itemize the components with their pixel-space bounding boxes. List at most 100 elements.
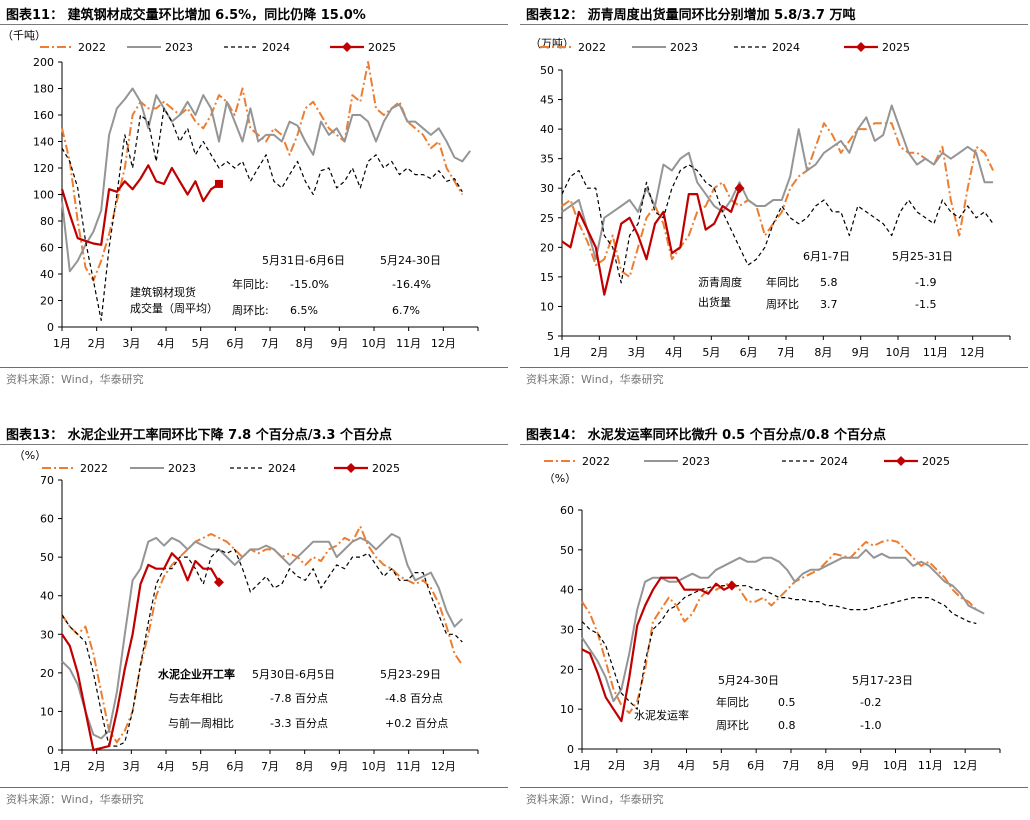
- x-tick-label: 4月: [157, 337, 175, 350]
- x-tick-label: 7月: [782, 759, 800, 772]
- y-unit-label: （%）: [544, 472, 576, 485]
- source-divider: [0, 367, 508, 368]
- y-tick-label: 120: [33, 162, 54, 175]
- x-tick-label: 12月: [960, 346, 985, 359]
- annotation-current-value: -15.0%: [290, 278, 329, 291]
- series-2023-line: [61, 533, 464, 740]
- x-tick-label: 9月: [330, 337, 348, 350]
- annotation-row-label: 周环比: [716, 719, 749, 732]
- x-tick-label: 4月: [665, 346, 683, 359]
- x-tick-label: 8月: [296, 337, 314, 350]
- x-tick-label: 12月: [953, 759, 978, 772]
- y-tick-label: 30: [560, 624, 574, 637]
- y-tick-label: 160: [33, 109, 54, 122]
- x-tick-label: 10月: [883, 759, 908, 772]
- y-tick-label: 40: [560, 584, 574, 597]
- x-tick-label: 9月: [852, 346, 870, 359]
- annotation-period-header: 5月17-23日: [852, 674, 913, 687]
- source-note: 资料来源：Wind，华泰研究: [6, 793, 144, 806]
- annotation-current-value: -3.3 百分点: [270, 717, 328, 730]
- panel-fig11: 图表11： 建筑钢材成交量环比增加 6.5%，同比仍降 15.0% （千吨） 0 2…: [0, 0, 508, 400]
- legend-label-2022: 2022: [78, 41, 106, 54]
- series-2025-line: [561, 187, 741, 296]
- y-tick-label: 140: [33, 136, 54, 149]
- title-divider: [0, 444, 508, 445]
- y-unit-label: （%）: [14, 449, 46, 462]
- series-2022-line: [581, 538, 978, 715]
- legend-marker-2025: [346, 463, 356, 473]
- chart-title: 图表12： 沥青周度出货量同环比分别增加 5.8/3.7 万吨: [526, 8, 856, 23]
- y-tick-label: 40: [40, 590, 54, 603]
- y-tick-label: 20: [560, 663, 574, 676]
- series-2024-line: [581, 585, 977, 710]
- x-tick-label: 4月: [157, 760, 175, 773]
- series-2024-line: [61, 107, 463, 321]
- y-tick-label: 100: [33, 189, 54, 202]
- x-tick-label: 1月: [53, 760, 71, 773]
- annotation-row-label: 与前一周相比: [168, 716, 234, 730]
- x-tick-label: 11月: [396, 337, 421, 350]
- annotation-period-header: 5月25-31日: [892, 250, 953, 263]
- y-tick-label: 10: [40, 705, 54, 718]
- y-tick-label: 60: [560, 504, 574, 517]
- y-tick-label: 40: [40, 268, 54, 281]
- x-tick-label: 6月: [226, 337, 244, 350]
- y-tick-label: 10: [560, 703, 574, 716]
- annotation-row-label: 年同比:: [232, 277, 269, 291]
- x-tick-label: 8月: [296, 760, 314, 773]
- x-tick-label: 6月: [747, 759, 765, 772]
- y-tick-label: 0: [47, 744, 54, 757]
- x-tick-label: 4月: [678, 759, 696, 772]
- line-chart-cement-operating-rate: （%） 0 10 20 30 40 50 60 70 1月 2月 3月 4月 5月 6月 7月 8月 9月 10月 1…: [14, 449, 479, 773]
- legend-label-2023: 2023: [165, 41, 193, 54]
- legend-label-2022: 2022: [80, 462, 108, 475]
- legend-marker-2025: [342, 42, 352, 52]
- annotation-row-label: 年同比: [766, 275, 799, 289]
- annotation-period-header: 5月31日-6月6日: [262, 254, 345, 267]
- annotation-series-name: 建筑钢材现货: [130, 285, 196, 299]
- x-tick-label: 12月: [431, 760, 456, 773]
- x-tick-label: 5月: [712, 759, 730, 772]
- y-tick-label: 180: [33, 83, 54, 96]
- y-unit-label: （万吨）: [530, 37, 574, 50]
- annotation-prior-value: -4.8 百分点: [385, 692, 443, 705]
- series-2025-line: [61, 552, 220, 752]
- annotation-prior-value: +0.2 百分点: [385, 717, 448, 730]
- title-divider: [520, 24, 1028, 25]
- y-tick-label: 200: [33, 56, 54, 69]
- annotation-series-name: 成交量（周平均）: [130, 301, 218, 315]
- line-chart-cement-shipment-rate: （%） 0 10 20 30 40 50 60 1月 2月 3月 4月 5月 6月 7月 8月 9月 10月 11月…: [544, 455, 1001, 772]
- title-divider: [0, 24, 508, 25]
- x-tick-label: 7月: [777, 346, 795, 359]
- y-tick-label: 15: [540, 271, 554, 284]
- series-2022-line: [61, 525, 464, 744]
- x-tick-label: 11月: [918, 759, 943, 772]
- annotation-row-label: 年同比: [716, 695, 749, 709]
- legend-label-2024: 2024: [262, 41, 290, 54]
- annotation-prior-value: -1.0: [860, 719, 881, 732]
- annotation-series-name: 出货量: [698, 295, 731, 309]
- legend-label-2025: 2025: [368, 41, 396, 54]
- legend-label-2022: 2022: [582, 455, 610, 468]
- y-tick-label: 20: [540, 241, 554, 254]
- legend-label-2024: 2024: [268, 462, 296, 475]
- x-tick-label: 6月: [226, 760, 244, 773]
- x-tick-label: 3月: [643, 759, 661, 772]
- y-tick-label: 5: [547, 330, 554, 343]
- y-tick-label: 20: [40, 667, 54, 680]
- panel-fig13: 图表13： 水泥企业开工率同环比下降 7.8 个百分点/3.3 个百分点 （%）…: [0, 420, 508, 820]
- y-tick-label: 35: [540, 153, 554, 166]
- series-2025-line: [60, 164, 220, 246]
- x-tick-label: 2月: [88, 760, 106, 773]
- annotation-period-header: 5月30日-6月5日: [252, 668, 335, 681]
- x-tick-label: 3月: [628, 346, 646, 359]
- y-tick-label: 30: [40, 628, 54, 641]
- annotation-current-value: 0.5: [778, 696, 796, 709]
- series-2024-line: [561, 164, 994, 284]
- x-tick-label: 3月: [122, 337, 140, 350]
- annotation-period-header: 5月24-30日: [718, 674, 779, 687]
- y-tick-label: 10: [540, 300, 554, 313]
- annotation-prior-value: -0.2: [860, 696, 881, 709]
- annotation-period-header: 5月23-29日: [380, 668, 441, 681]
- x-tick-label: 1月: [53, 337, 71, 350]
